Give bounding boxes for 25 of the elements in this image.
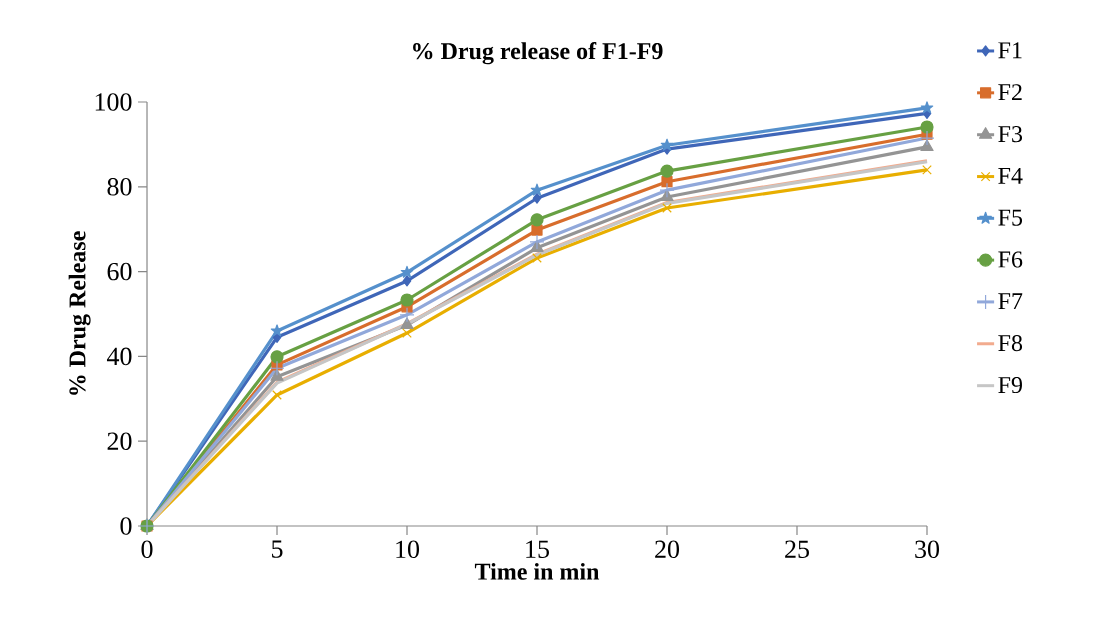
x-tick-label: 10 bbox=[396, 540, 420, 559]
y-tick-label: 100 bbox=[95, 93, 132, 111]
x-tick-label: 20 bbox=[655, 540, 680, 559]
legend-label: F2 bbox=[998, 84, 1022, 101]
y-tick-label: 60 bbox=[107, 262, 132, 281]
y-tick-label: 80 bbox=[107, 178, 132, 196]
x-tick-label: 15 bbox=[526, 540, 549, 558]
x-tick-label: 0 bbox=[141, 540, 153, 559]
legend-label: F1 bbox=[998, 42, 1022, 59]
legend-label: F9 bbox=[998, 376, 1022, 394]
y-tick-label: 20 bbox=[107, 432, 132, 450]
legend-label: F4 bbox=[998, 167, 1023, 184]
x-tick-label: 30 bbox=[915, 540, 940, 559]
y-tick-label: 0 bbox=[120, 517, 132, 535]
legend-label: F5 bbox=[998, 209, 1023, 226]
x-tick-label: 5 bbox=[272, 540, 283, 558]
legend-label: F7 bbox=[998, 293, 1023, 310]
legend-label: F3 bbox=[998, 126, 1023, 143]
chart-title: % Drug release of F1-F9 bbox=[413, 42, 663, 65]
y-tick-label: 40 bbox=[106, 347, 132, 366]
x-axis-title: Time in min bbox=[474, 562, 600, 580]
legend-label: F8 bbox=[998, 335, 1023, 352]
y-axis-title: % Drug Release bbox=[68, 231, 91, 395]
legend-label: F6 bbox=[998, 251, 1023, 268]
x-tick-label: 25 bbox=[785, 540, 809, 558]
